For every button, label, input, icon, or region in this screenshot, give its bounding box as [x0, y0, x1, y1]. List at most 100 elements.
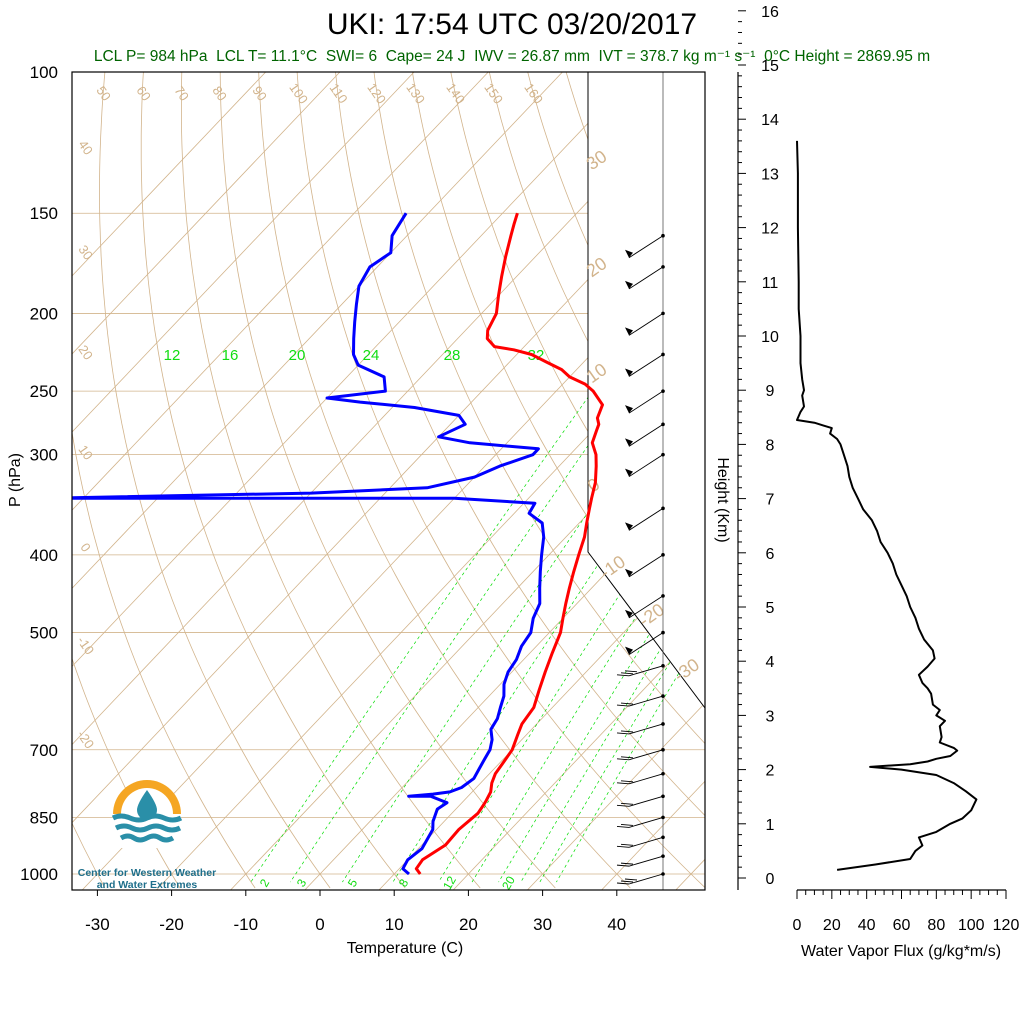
- temperature-tick-label: 30: [533, 915, 552, 934]
- wind-barb-column: [616, 72, 665, 890]
- height-tick-label: 14: [761, 112, 779, 129]
- logo-line-1: Center for Western Weather: [78, 867, 216, 879]
- theta-label: -20: [74, 727, 97, 751]
- isotherm-line: [72, 72, 415, 433]
- wind-barb-shaft: [628, 313, 664, 336]
- temperature-tick-label: 0: [315, 915, 324, 934]
- mixing-ratio-line: [250, 361, 614, 883]
- height-tick-label: 4: [766, 654, 775, 671]
- dry-adiabat: [181, 72, 481, 889]
- isotherm-label: 110: [327, 81, 351, 107]
- temperature-tick-label: -30: [85, 915, 110, 934]
- wind-barb-pennant: [625, 646, 633, 655]
- pressure-axis-label: P (hPa): [7, 453, 24, 507]
- isotherm-label: 60: [133, 83, 154, 103]
- skew-t-grid: 50 60 70 80 90 100 110 120 130 140 150 160403020100…: [72, 72, 1024, 892]
- zero-c-height: 0°C Height = 2869.95 m: [764, 48, 931, 65]
- swi-value: SWI= 6: [325, 48, 378, 65]
- isotherm-line: [72, 72, 637, 668]
- pressure-tick-label: 500: [30, 624, 58, 643]
- mixing-ratio-label-bottom: 2: [257, 876, 273, 889]
- mixing-ratio-label-bottom: 5: [345, 876, 361, 889]
- wind-barb-shaft: [628, 749, 664, 761]
- wind-barb-feather: [616, 782, 630, 785]
- wind-barb-feather: [620, 756, 634, 759]
- mixing-ratio-label-top: 24: [363, 347, 380, 364]
- ivt-value: IVT = 378.7 kg m⁻¹ s⁻¹: [598, 48, 756, 65]
- wind-barb-shaft: [628, 390, 664, 414]
- logo-line-2: and Water Extremes: [97, 879, 198, 891]
- dry-adiabat: [140, 72, 406, 889]
- theta-label: 40: [75, 137, 96, 157]
- pressure-tick-label: 1000: [20, 865, 58, 884]
- dry-adiabat: [296, 72, 705, 889]
- height-tick-label: 6: [766, 546, 775, 563]
- pressure-tick-label: 150: [30, 204, 58, 223]
- wind-barb-shaft: [628, 507, 664, 531]
- wind-barb-shaft: [628, 266, 664, 290]
- wind-barb-pennant: [625, 280, 633, 289]
- height-tick-label: 1: [766, 817, 775, 834]
- wind-barb-shaft: [628, 595, 664, 619]
- height-tick-label: 0: [766, 871, 775, 888]
- isotherm-line: [72, 72, 266, 277]
- isotherm-label: 150: [481, 80, 506, 106]
- isotherm-label: 130: [403, 80, 428, 106]
- dry-adiabat: [835, 72, 1024, 888]
- sounding-parameters: LCL P= 984 hPa LCL T= 11.1°C SWI= 6 Cape…: [0, 47, 1024, 66]
- dry-adiabat: [219, 72, 556, 889]
- isotherm-line: [81, 233, 705, 890]
- wind-barb-shaft: [628, 773, 664, 785]
- flux-tick-label: 0: [793, 917, 802, 934]
- skew-t-profiles: [72, 212, 604, 876]
- wind-barb-feather: [616, 674, 630, 677]
- isotherm-line: [452, 624, 705, 890]
- mixing-ratio-label-bottom: 20: [499, 873, 518, 892]
- temperature-tick-label: -10: [234, 915, 259, 934]
- wind-barb-feather: [616, 825, 630, 828]
- logo-wave-2: [114, 823, 182, 833]
- wind-barb-pennant: [625, 522, 633, 531]
- wind-barb-pennant: [625, 327, 633, 336]
- isotherm-label: 80: [209, 83, 230, 103]
- isotherm-label: 140: [443, 80, 468, 106]
- pressure-tick-label: 400: [30, 546, 58, 565]
- iwv-value: IWV = 26.87 mm: [474, 48, 590, 65]
- pressure-tick-label: 850: [30, 808, 58, 827]
- wind-barb-shaft: [628, 554, 664, 578]
- wind-barb-shaft: [628, 795, 664, 807]
- wind-barb-shaft: [628, 235, 664, 259]
- wind-barb-feather: [620, 843, 634, 846]
- theta-label: 0: [77, 540, 93, 555]
- height-tick-label: 2: [766, 763, 775, 780]
- wind-barb-feather: [620, 672, 634, 675]
- mixing-ratio-label-top: 20: [289, 347, 306, 364]
- wind-barb-shaft: [628, 873, 664, 885]
- wind-barb-feather: [616, 845, 630, 848]
- dry-adiabat: [527, 72, 705, 453]
- flux-tick-label: 80: [927, 917, 945, 934]
- lcl-pressure: LCL P= 984 hPa: [93, 48, 208, 65]
- flux-tick-label: 60: [893, 917, 911, 934]
- temperature-tick-label: 20: [459, 915, 478, 934]
- flux-tick-label: 120: [993, 917, 1020, 934]
- temperature-tick-label: 40: [607, 915, 626, 934]
- height-tick-label: 8: [766, 437, 775, 454]
- temperature-tick-label: -20: [159, 915, 184, 934]
- isotherm-label: 70: [171, 83, 192, 103]
- wind-barb-feather: [620, 802, 634, 805]
- isotherm-label: 90: [249, 83, 270, 103]
- temperature-profile: [414, 212, 604, 875]
- pressure-tick-label: 200: [30, 304, 58, 323]
- chart-title: UKI: 17:54 UTC 03/20/2017: [326, 8, 698, 41]
- wind-barb-pennant: [625, 609, 633, 618]
- wind-barb-pennant: [625, 368, 633, 377]
- height-tick-label: 12: [761, 221, 779, 238]
- height-tick-label: 15: [761, 58, 779, 75]
- mixing-ratio-line: [438, 462, 705, 883]
- wind-barb-pennant: [625, 468, 633, 477]
- flux-tick-label: 100: [958, 917, 985, 934]
- pressure-tick-label: 250: [30, 382, 58, 401]
